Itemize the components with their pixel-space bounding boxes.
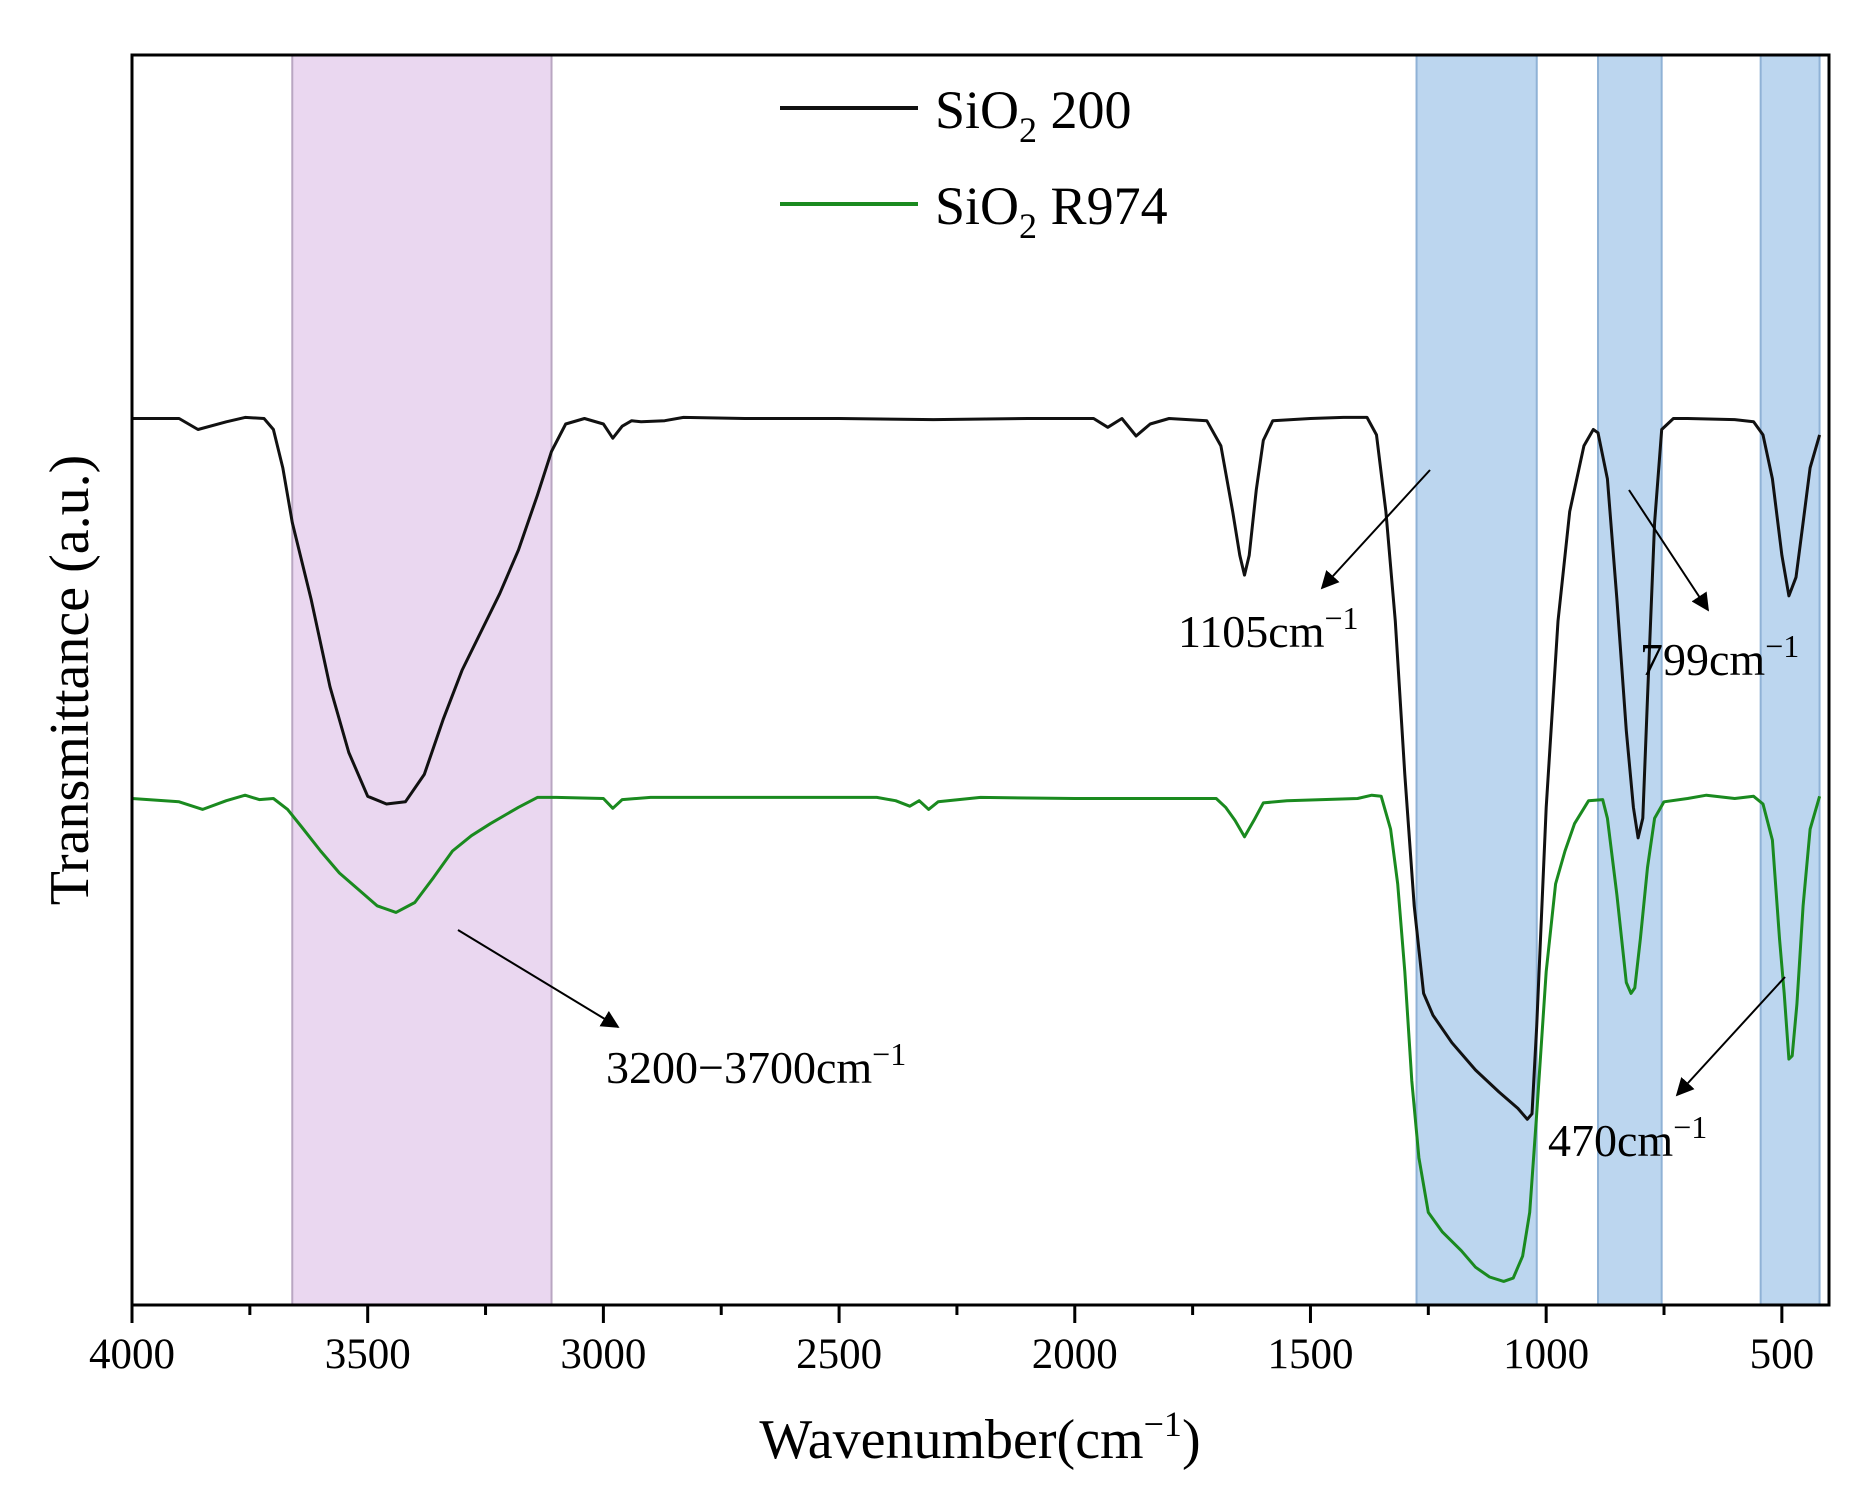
annotation-arrow-1105 [1320,469,1431,590]
x-tick-label: 500 [1750,1331,1815,1378]
series-line-sio2-r974 [131,793,1822,1283]
series-line-sio2-200 [132,415,1822,1121]
x-axis-title-sup: −1 [1144,1404,1182,1444]
annotation-label-799: 799cm−1 [1640,628,1799,685]
x-tick-label: 2500 [796,1331,882,1378]
si-o-bending-band [1759,54,1821,1306]
x-axis-tick-labels: 4000 3500 3000 2500 2000 1500 1000 500 [89,1331,1814,1378]
si-o-si-symmetric-band [1597,54,1663,1306]
x-tick-label: 3500 [325,1331,411,1378]
annotation-arrow-oh [457,929,620,1028]
legend-label-sio2-r974: SiO2 R974 [935,176,1168,246]
x-tick-label: 1000 [1503,1331,1589,1378]
legend-label-sio2-200: SiO2 200 [935,80,1132,150]
si-o-si-asymmetric-band [1415,54,1538,1306]
x-tick-label: 3000 [560,1331,646,1378]
annotation-label-1105: 1105cm−1 [1178,600,1359,657]
plot-frame [130,53,1831,1307]
x-axis-title-main: Wavenumber(cm [759,1409,1143,1471]
x-axis-ticks [130,1305,1784,1323]
x-tick-label: 2000 [1032,1331,1118,1378]
x-axis-title: Wavenumber(cm−1) [759,1404,1200,1471]
annotation-arrow-470 [1675,976,1786,1097]
annotation-label-470: 470cm−1 [1548,1109,1707,1166]
x-axis-title-close: ) [1182,1409,1201,1471]
oh-stretch-band [291,54,553,1306]
y-axis-title: Transmittance (a.u.) [39,455,101,906]
legend: SiO2 200 SiO2 R974 [780,80,1168,246]
x-tick-label: 1500 [1267,1331,1353,1378]
annotation-label-oh: 3200−3700cm−1 [606,1036,906,1093]
annotation-arrow-799 [1628,489,1709,612]
x-tick-label: 4000 [89,1331,175,1378]
